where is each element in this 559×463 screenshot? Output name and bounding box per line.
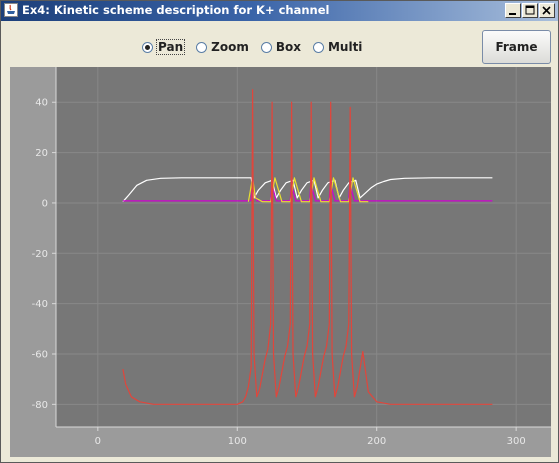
frame-button[interactable]: Frame [482, 30, 551, 64]
series-line-0 [122, 177, 493, 203]
radio-selected-icon[interactable] [142, 41, 153, 53]
close-icon[interactable] [539, 3, 555, 18]
mode-zoom-radio[interactable]: Zoom [196, 40, 249, 54]
mode-box-label: Box [275, 40, 301, 54]
radio-icon[interactable] [312, 41, 324, 53]
y-tick-label: 40 [35, 98, 48, 109]
maximize-icon[interactable] [522, 3, 538, 18]
mode-pan-radio[interactable]: Pan [142, 39, 186, 55]
y-tick-label: -80 [32, 400, 48, 411]
window-title: Ex4: Kinetic scheme description for K+ c… [22, 3, 330, 17]
mode-radio-group: Pan Zoom Box Multi [142, 38, 374, 56]
y-tick-label: 20 [35, 148, 48, 159]
x-tick-label: 0 [95, 436, 101, 447]
java-app-icon [4, 3, 18, 17]
x-tick-label: 300 [507, 436, 526, 447]
plot-panel[interactable]: 40 20 0 -20 -40 -60 -80 0 100 200 300 [10, 67, 551, 457]
mode-multi-radio[interactable]: Multi [312, 40, 363, 54]
y-tick-label: -40 [32, 299, 48, 310]
y-tick-label: -20 [32, 249, 48, 260]
mode-multi-label: Multi [327, 40, 363, 54]
x-tick-label: 100 [228, 436, 247, 447]
x-tick-label: 200 [367, 436, 386, 447]
series-line-2 [247, 177, 369, 203]
y-tick-label: 0 [42, 198, 48, 209]
series-line-3 [122, 89, 493, 405]
y-tick-label: -60 [32, 349, 48, 360]
series-line-1 [122, 174, 493, 202]
radio-icon[interactable] [196, 41, 208, 53]
mode-zoom-label: Zoom [211, 40, 249, 54]
mode-pan-label: Pan [155, 39, 186, 55]
mode-box-radio[interactable]: Box [260, 40, 301, 54]
toolbar: Pan Zoom Box Multi Frame [1, 21, 558, 67]
plot-area[interactable] [56, 67, 551, 427]
minimize-icon[interactable] [505, 3, 521, 18]
radio-icon[interactable] [260, 41, 272, 53]
title-bar[interactable]: Ex4: Kinetic scheme description for K+ c… [1, 1, 558, 21]
